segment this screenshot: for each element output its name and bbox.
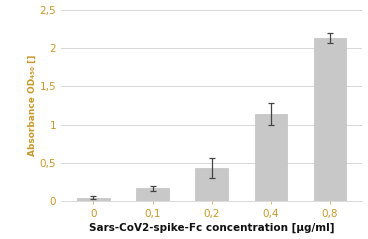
- Bar: [77, 198, 110, 201]
- Bar: [314, 38, 346, 201]
- Bar: [136, 188, 169, 201]
- Y-axis label: Absorbance OD₄₅₀ []: Absorbance OD₄₅₀ []: [28, 55, 37, 156]
- X-axis label: Sars-CoV2-spike-Fc concentration [µg/ml]: Sars-CoV2-spike-Fc concentration [µg/ml]: [89, 223, 335, 234]
- Bar: [195, 168, 228, 201]
- Bar: [255, 114, 287, 201]
